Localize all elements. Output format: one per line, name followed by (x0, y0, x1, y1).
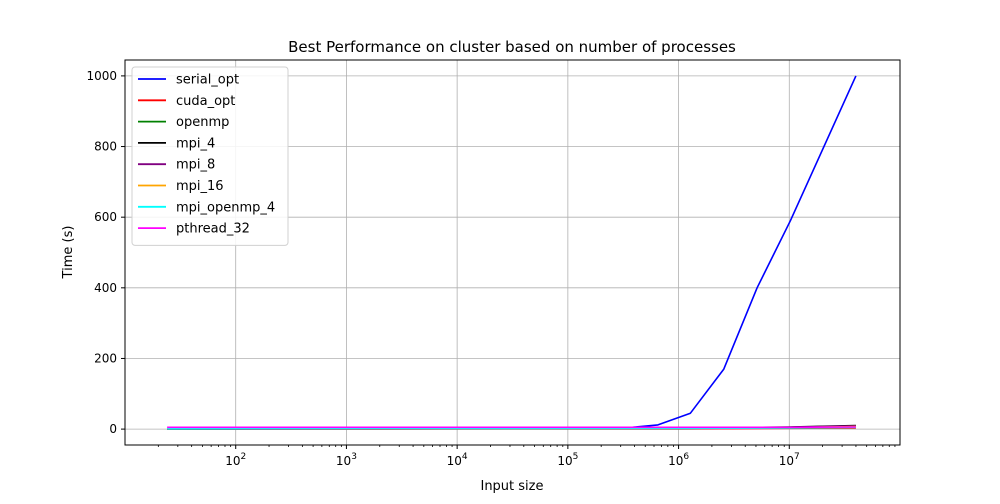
legend-label: mpi_openmp_4 (176, 200, 275, 215)
legend-label: cuda_opt (176, 94, 235, 109)
chart-title: Best Performance on cluster based on num… (288, 38, 736, 56)
y-tick-label: 600 (94, 210, 117, 224)
legend-label: pthread_32 (176, 222, 250, 237)
y-tick-label: 1000 (86, 69, 117, 83)
y-tick-label: 400 (94, 281, 117, 295)
y-tick-label: 200 (94, 351, 117, 365)
x-axis-label: Input size (480, 479, 543, 494)
legend-label: openmp (176, 115, 229, 130)
y-tick-label: 800 (94, 140, 117, 154)
legend-label: mpi_4 (176, 136, 215, 151)
y-tick-label: 0 (109, 422, 117, 436)
legend-label: mpi_16 (176, 179, 224, 194)
legend-label: mpi_8 (176, 158, 215, 173)
legend-label: serial_opt (176, 73, 239, 88)
y-axis-label: Time (s) (61, 226, 76, 280)
